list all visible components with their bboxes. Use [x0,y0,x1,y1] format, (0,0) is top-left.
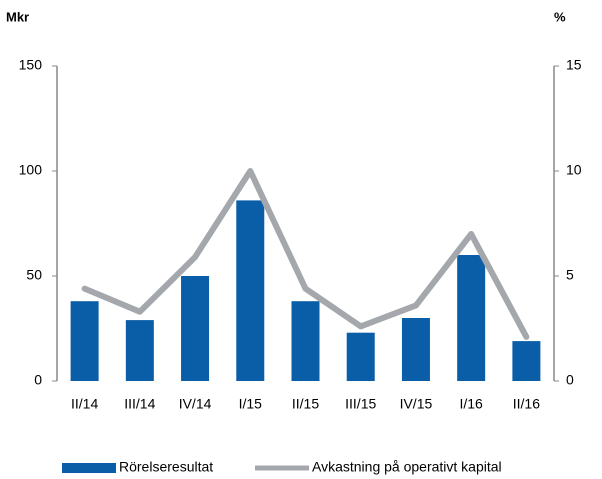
bar [181,276,210,381]
x-tick-label: IV/15 [400,396,433,412]
y2-tick-label: 15 [566,57,582,73]
x-tick-label: II/16 [513,396,540,412]
y-tick-label: 0 [34,372,42,388]
y-tick-label: 100 [19,162,43,178]
legend-label: Avkastning på operativt kapital [312,459,502,475]
bar [70,301,99,381]
bar [236,200,265,381]
bar [291,301,320,381]
bar [401,318,430,381]
y-tick-label: 150 [19,57,43,73]
bar [125,320,154,381]
x-tick-label: III/14 [124,396,155,412]
x-tick-label: IV/14 [179,396,212,412]
x-tick-label: III/15 [345,396,376,412]
y2-tick-label: 5 [566,267,574,283]
y-axis-label: Mkr [6,9,29,24]
x-tick-label: II/15 [292,396,319,412]
y2-axis-label: % [554,9,566,24]
x-tick-label: I/15 [239,396,263,412]
legend-swatch [62,463,116,473]
bar [512,341,541,381]
y-tick-label: 50 [26,267,42,283]
bar [346,332,375,381]
x-tick-label: I/16 [459,396,483,412]
legend-label: Rörelseresultat [119,459,213,475]
line [81,168,530,340]
x-tick-label: II/14 [71,396,98,412]
y2-tick-label: 0 [566,372,574,388]
bar [457,255,486,381]
y2-tick-label: 10 [566,162,582,178]
